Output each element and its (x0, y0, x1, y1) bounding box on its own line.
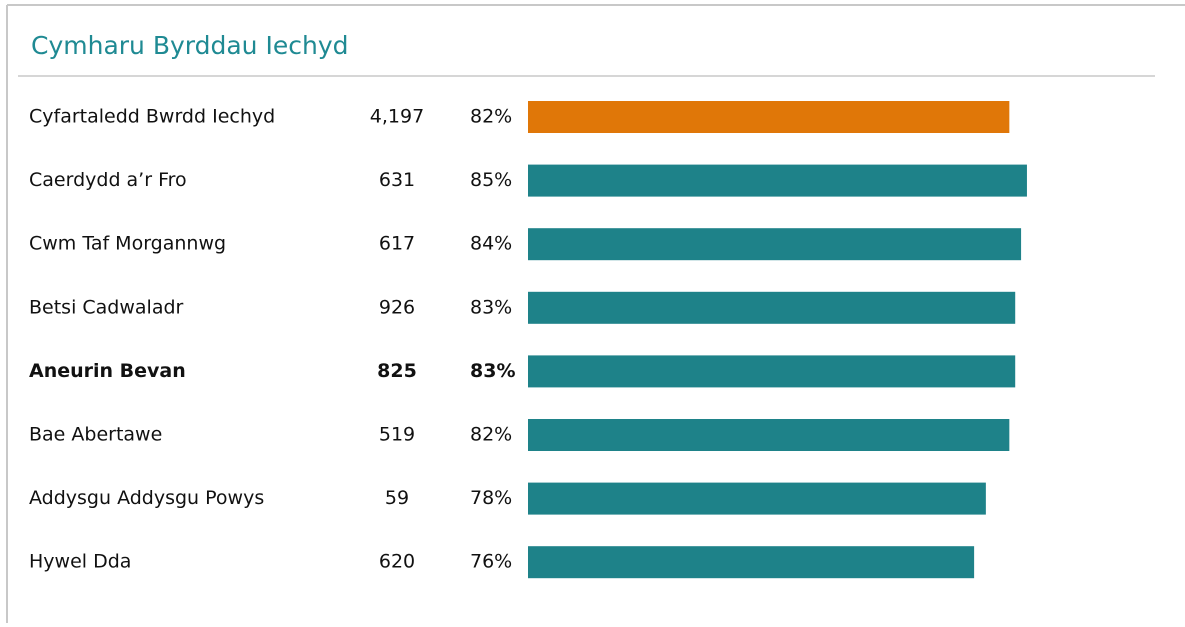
bar (528, 546, 975, 579)
bar (528, 101, 1010, 133)
count-label: 4,197 (370, 106, 424, 128)
value-label: 82% (470, 106, 512, 128)
count-label: 631 (379, 169, 415, 191)
value-label: 82% (470, 424, 512, 446)
value-label: 83% (470, 296, 512, 318)
count-label: 519 (379, 424, 415, 446)
bar (528, 228, 1022, 261)
bar (528, 291, 1016, 324)
value-label: 83% (470, 360, 515, 382)
count-label: 926 (379, 296, 415, 318)
count-label: 620 (379, 551, 415, 573)
row-label: Aneurin Bevan (29, 360, 186, 382)
value-label: 85% (470, 169, 512, 191)
row-label: Caerdydd a’r Fro (29, 169, 187, 191)
count-label: 59 (385, 487, 409, 509)
bar (528, 355, 1016, 388)
row-label: Betsi Cadwaladr (29, 296, 184, 318)
value-label: 84% (470, 233, 512, 255)
chart-title: Cymharu Byrddau Iechyd (31, 31, 348, 60)
row-label: Hywel Dda (29, 551, 131, 573)
count-label: 825 (377, 360, 417, 382)
bar (528, 419, 1010, 451)
value-label: 78% (470, 487, 512, 509)
count-label: 617 (379, 233, 415, 255)
row-label: Addysgu Addysgu Powys (29, 487, 264, 509)
row-label: Bae Abertawe (29, 424, 162, 446)
row-label: Cyfartaledd Bwrdd Iechyd (29, 106, 275, 128)
row-label: Cwm Taf Morgannwg (29, 233, 226, 255)
bar (528, 482, 986, 515)
bar (528, 164, 1027, 197)
value-label: 76% (470, 551, 512, 573)
